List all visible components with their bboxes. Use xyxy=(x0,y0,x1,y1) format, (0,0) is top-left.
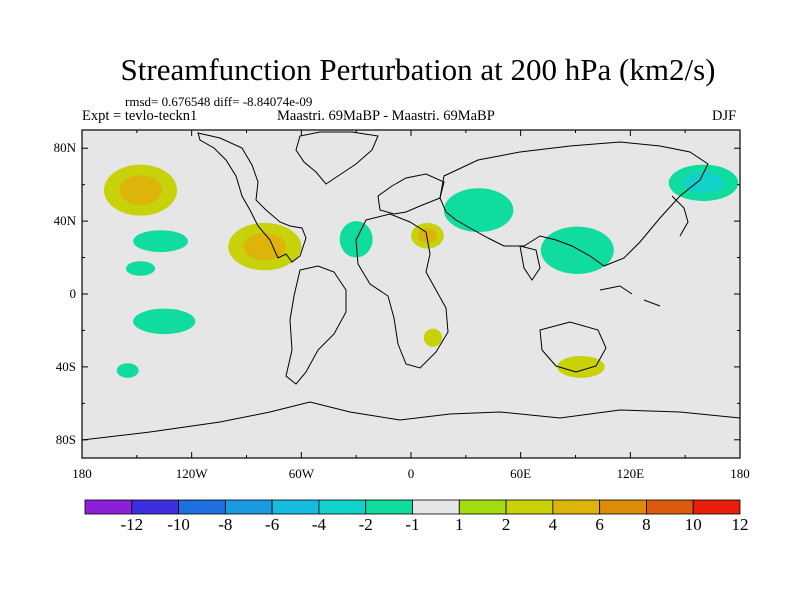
colorbar-label: -10 xyxy=(167,515,190,534)
colorbar-label: -4 xyxy=(311,515,326,534)
colorbar-label: -12 xyxy=(120,515,144,534)
anomaly-2 xyxy=(125,261,156,276)
colorbar-label: -1 xyxy=(405,515,420,534)
colorbar-box xyxy=(599,499,647,515)
colorbar xyxy=(84,499,741,515)
colorbar-label: 10 xyxy=(684,515,702,534)
colorbar-box xyxy=(318,499,367,515)
x-tick-label: 180 xyxy=(730,466,750,481)
expt-label: Expt = tevlo-teckn1 xyxy=(82,108,198,124)
plot-title: Streamfunction Perturbation at 200 hPa (… xyxy=(120,52,716,87)
anomaly-12 xyxy=(557,355,605,378)
stats-line: rmsd= 0.676548 diff= -8.84074e-09 xyxy=(125,94,313,109)
coast-islands-east xyxy=(599,195,689,307)
colorbar-label: 12 xyxy=(731,515,749,534)
coast-north-america xyxy=(197,132,307,263)
y-tick-label: 40S xyxy=(55,358,76,374)
colorbar-box xyxy=(178,499,226,515)
coast-antarctica xyxy=(82,401,740,441)
anomaly-inner-0 xyxy=(119,175,162,205)
axis-ticks xyxy=(81,130,741,458)
map-background xyxy=(82,130,740,458)
coast-africa xyxy=(355,213,449,369)
anomaly-8 xyxy=(443,188,514,233)
anomaly-inner-10 xyxy=(683,172,724,194)
colorbar-label: -8 xyxy=(218,515,233,534)
x-tick-label: 180 xyxy=(72,466,92,481)
colorbar-label: 4 xyxy=(548,515,558,534)
y-tick-label: 0 xyxy=(69,286,77,301)
colorbar-label: 2 xyxy=(501,515,511,534)
colorbar-box xyxy=(646,499,694,515)
anomaly-inner-5 xyxy=(243,232,286,261)
anomaly-4 xyxy=(116,363,139,378)
colorbar-box xyxy=(271,499,320,515)
colorbar-box xyxy=(131,499,179,515)
y-tick-label: 80N xyxy=(53,140,76,156)
x-tick-label: 60W xyxy=(288,466,314,481)
coast-asia xyxy=(439,141,709,267)
center-label: Maastri. 69MaBP - Maastri. 69MaBP xyxy=(277,108,495,124)
colorbar-label: 6 xyxy=(595,515,604,534)
colorbar-box xyxy=(692,499,741,515)
coastlines xyxy=(82,131,740,441)
colorbar-label: 1 xyxy=(455,515,464,534)
colorbar-label: 8 xyxy=(642,515,651,534)
colorbar-label: -2 xyxy=(358,515,373,534)
colorbar-box xyxy=(84,499,133,515)
colorbar-box xyxy=(552,499,601,515)
coast-greenland xyxy=(295,131,379,185)
coast-australia xyxy=(539,321,607,373)
colorbar-box xyxy=(458,499,507,515)
colorbar-box xyxy=(365,499,413,515)
x-tick-label: 0 xyxy=(407,466,415,481)
anomaly-1 xyxy=(133,230,189,253)
anomaly-11 xyxy=(423,328,443,347)
anomaly-9 xyxy=(540,226,614,274)
x-tick-label: 60E xyxy=(510,466,532,481)
colorbar-box xyxy=(412,499,460,515)
coast-india xyxy=(519,245,541,281)
anomaly-3 xyxy=(133,308,196,335)
anomaly-inner-7 xyxy=(417,228,437,244)
colorbar-box xyxy=(505,499,554,515)
x-tick-label: 120E xyxy=(616,466,645,481)
x-tick-label: 120W xyxy=(175,466,208,481)
anomaly-layer xyxy=(103,164,739,378)
y-tick-label: 40N xyxy=(53,213,76,229)
coast-south-america xyxy=(285,265,347,385)
colorbar-box xyxy=(224,499,273,515)
y-tick-label: 80S xyxy=(55,431,76,447)
colorbar-label: -6 xyxy=(265,515,280,534)
season-label: DJF xyxy=(712,108,737,124)
